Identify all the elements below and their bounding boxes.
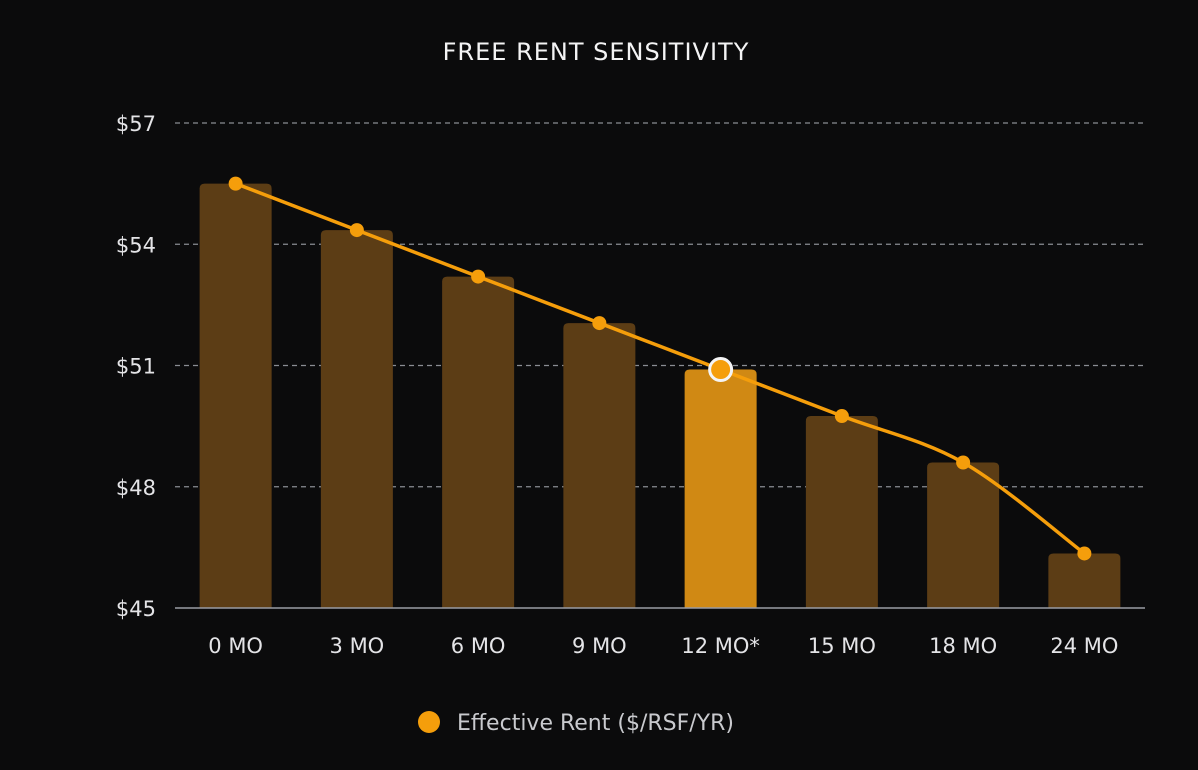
bar[interactable]	[320, 230, 393, 608]
x-tick-label: 9 MO	[572, 634, 627, 658]
bar[interactable]	[199, 183, 272, 608]
y-tick-label: $51	[116, 355, 156, 379]
data-point[interactable]	[471, 269, 486, 284]
bar[interactable]	[442, 276, 515, 608]
data-point[interactable]	[228, 176, 243, 191]
x-tick-labels: 0 MO 3 MO 6 MO 9 MO 12 MO* 15 MO 18 MO 24 MO	[208, 634, 1118, 658]
bar[interactable]	[927, 462, 1000, 609]
x-tick-label: 12 MO*	[681, 634, 760, 658]
data-point[interactable]	[349, 223, 364, 238]
x-tick-label: 24 MO	[1050, 634, 1118, 658]
data-point[interactable]	[1077, 546, 1092, 561]
y-tick-label: $45	[116, 597, 156, 621]
x-tick-label: 18 MO	[929, 634, 997, 658]
chart-title: FREE RENT SENSITIVITY	[443, 38, 750, 66]
x-tick-label: 0 MO	[208, 634, 263, 658]
x-tick-label: 3 MO	[330, 634, 385, 658]
legend[interactable]: Effective Rent ($/RSF/YR)	[418, 711, 734, 736]
data-point[interactable]	[956, 455, 971, 470]
bar[interactable]	[805, 416, 878, 608]
data-point-highlighted[interactable]	[708, 357, 734, 383]
grid: $45 $48 $51 $54 $57	[116, 112, 1145, 621]
x-tick-label: 6 MO	[451, 634, 506, 658]
x-tick-label: 15 MO	[808, 634, 876, 658]
y-tick-label: $57	[116, 112, 156, 136]
legend-marker	[418, 711, 440, 733]
y-tick-label: $48	[116, 476, 156, 500]
bar[interactable]	[1048, 553, 1121, 608]
bar-highlighted[interactable]	[684, 369, 757, 608]
series-line	[228, 176, 1092, 561]
legend-label: Effective Rent ($/RSF/YR)	[457, 711, 734, 736]
bars	[199, 183, 1121, 609]
data-point[interactable]	[834, 409, 849, 424]
data-point[interactable]	[592, 316, 607, 331]
y-tick-label: $54	[116, 233, 156, 257]
bar[interactable]	[563, 323, 636, 608]
